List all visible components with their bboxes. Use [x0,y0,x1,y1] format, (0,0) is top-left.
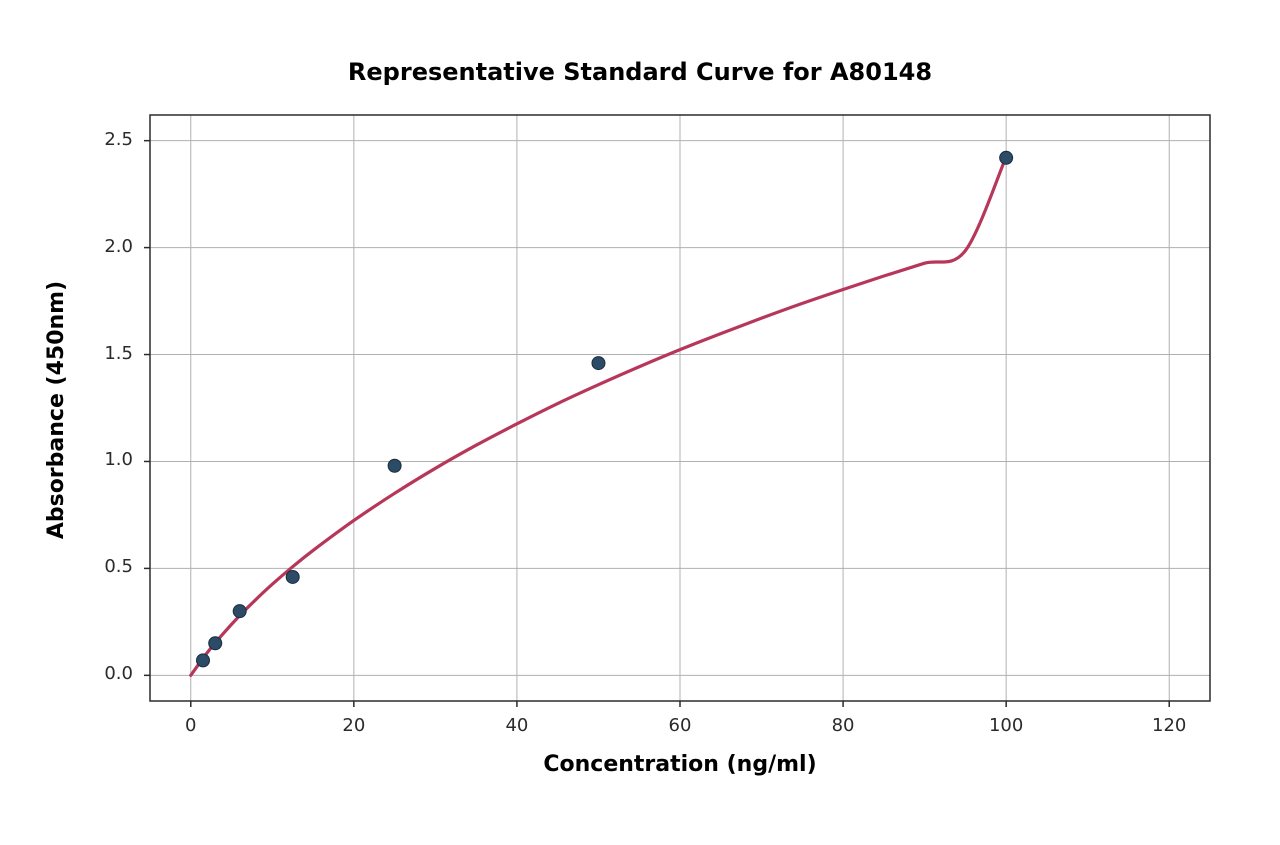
plot-area [150,115,1210,701]
x-tick-label: 40 [477,715,557,736]
x-tick-label: 0 [151,715,231,736]
y-tick-label: 1.5 [13,343,133,364]
chart-title: Representative Standard Curve for A80148 [0,58,1280,86]
x-tick-label: 60 [640,715,720,736]
y-tick-label: 0.5 [13,556,133,577]
y-tick-label: 1.0 [13,449,133,470]
x-tick-label: 20 [314,715,394,736]
y-tick-labels: 0.0 0.5 1.0 1.5 2.0 2.5 [0,115,145,701]
x-axis-label: Concentration (ng/ml) [150,752,1210,777]
figure: Representative Standard Curve for A80148… [0,0,1280,845]
x-tick-label: 100 [966,715,1046,736]
y-tick-label: 2.0 [13,236,133,257]
plot-svg [150,115,1210,701]
y-tick-label: 2.5 [13,129,133,150]
x-tick-label: 120 [1129,715,1209,736]
x-tick-label: 80 [803,715,883,736]
y-tick-label: 0.0 [13,663,133,684]
x-tick-labels: 0 20 40 60 80 100 120 [150,715,1210,745]
